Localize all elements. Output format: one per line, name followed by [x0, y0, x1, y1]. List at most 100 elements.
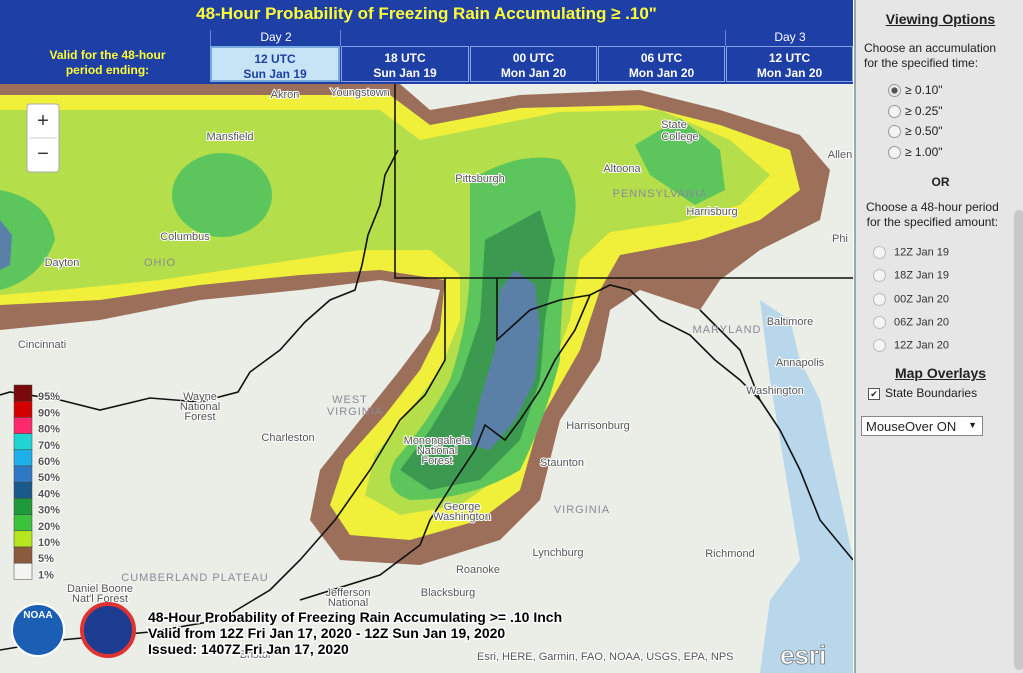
amount-radio[interactable]: ≥ 0.10"	[888, 83, 943, 98]
text: MouseOver ON	[866, 419, 957, 434]
radio	[873, 292, 886, 306]
prompt: Choose a 48-hour period for the specified…	[866, 200, 999, 230]
overlay-option[interactable]: ✔ State Boundaries	[868, 386, 977, 400]
text: Valid for the 48-hour	[49, 48, 166, 62]
place-label: National	[328, 597, 368, 609]
radio	[888, 84, 901, 98]
place-label: Forest	[421, 455, 452, 467]
time-tab[interactable]: 00 UTC Mon Jan 20	[470, 46, 597, 82]
period-radio[interactable]: 06Z Jan 20	[873, 315, 949, 329]
legend-label: 80%	[38, 424, 60, 436]
period-radio[interactable]: 12Z Jan 19	[873, 246, 949, 259]
radio	[888, 125, 901, 139]
text: ≥ 0.25"	[905, 103, 943, 118]
period-radio[interactable]: 00Z Jan 20	[873, 292, 949, 306]
period-radio[interactable]: 12Z Jan 20	[873, 339, 950, 353]
legend-label: 60%	[38, 456, 60, 468]
tab-date: Mon Jan 20	[500, 66, 567, 80]
place-label: Phi	[832, 233, 848, 245]
place-label: VIRGINIA	[554, 504, 610, 516]
text: ≥ 1.00"	[905, 144, 943, 159]
place-label: Harrisburg	[686, 206, 737, 218]
amount-radio[interactable]: ≥ 0.25"	[888, 104, 943, 118]
arrow: ▼	[968, 420, 977, 430]
radio	[888, 104, 901, 118]
place-label: Lynchburg	[533, 547, 584, 559]
place-label: Wayne	[183, 391, 217, 403]
prompt: Choose an accumulation for the specified …	[864, 41, 996, 71]
zoom-out[interactable]: −	[37, 143, 49, 165]
legend-label: 90%	[38, 407, 60, 419]
place-label: State	[661, 119, 687, 131]
title: 48-Hour Probability of Freezing Rain Acc…	[196, 4, 657, 23]
text: 12Z Jan 19	[894, 246, 950, 259]
legend-label: 5%	[38, 553, 54, 565]
scrollbar[interactable]	[1014, 210, 1023, 670]
legend-swatch	[13, 449, 33, 467]
select[interactable]: MouseOver ON ▼	[861, 416, 983, 436]
contour-20	[172, 153, 272, 237]
legend-swatch	[13, 417, 33, 434]
text: State Boundaries	[885, 386, 978, 400]
contour-20	[0, 190, 55, 290]
boundary	[699, 309, 853, 561]
legend-label: 30%	[38, 505, 60, 517]
place-label: Richmond	[705, 548, 755, 560]
legend-swatch	[13, 546, 33, 564]
noaa-logo	[11, 603, 65, 657]
tab-date: Mon Jan 20	[756, 66, 823, 80]
place-label: Harrisonburg	[566, 420, 630, 432]
time-tab[interactable]: 06 UTC Mon Jan 20	[598, 46, 725, 82]
checkbox[interactable]: ✔	[868, 387, 880, 400]
place-label: Bristol	[240, 649, 271, 661]
legend-swatch	[13, 530, 33, 548]
day-label: Day 2	[210, 30, 341, 46]
time-tab[interactable]: 18 UTC Sun Jan 19	[341, 46, 469, 82]
legend-swatch	[13, 562, 33, 580]
place-label: Washington	[433, 511, 491, 523]
text: for the specified time:	[864, 56, 979, 70]
tab-date: Sun Jan 19	[373, 66, 437, 80]
place-label: National	[417, 445, 457, 457]
place-label: Columbus	[160, 231, 210, 243]
overlays-title: Map Overlays	[894, 365, 987, 381]
legend-label: 70%	[38, 440, 60, 452]
time-tab[interactable]: 12 UTC Sun Jan 19	[210, 46, 340, 82]
legend-label: 40%	[38, 488, 60, 500]
text: for the specified amount:	[866, 215, 999, 229]
legend-swatch	[13, 481, 33, 499]
place-label: Youngstown	[330, 87, 390, 99]
text: 18Z Jan 19	[894, 269, 950, 282]
text: ≥ 0.10"	[905, 83, 943, 97]
place-label: PENNSYLVANIA	[613, 188, 708, 200]
place-label: Forest	[184, 411, 215, 423]
legend-label: 1%	[38, 569, 54, 581]
place-label: Charleston	[261, 432, 314, 444]
esri-logo: esri	[780, 640, 826, 670]
caption: Valid from 12Z Fri Jan 17, 2020 - 12Z Su…	[148, 625, 505, 641]
legend-label: 10%	[38, 537, 60, 549]
noaa-text: NOAA	[23, 610, 52, 621]
contour-40	[0, 220, 12, 270]
place-label: VIRGINIA	[327, 406, 383, 418]
contour-40	[470, 270, 540, 450]
boundary	[299, 294, 591, 601]
place-label: Monongahela	[404, 435, 472, 447]
legend-label: 95%	[38, 391, 60, 403]
boundary	[496, 278, 761, 401]
radio	[873, 269, 886, 283]
legend-swatch	[13, 465, 33, 483]
caption: 48-Hour Probability of Freezing Rain Acc…	[148, 609, 562, 625]
zoom-control[interactable]: + −	[26, 103, 60, 173]
amount-radio[interactable]: ≥ 0.50"	[888, 124, 943, 139]
zoom-in[interactable]: +	[37, 110, 49, 132]
period-radio[interactable]: 18Z Jan 19	[873, 269, 950, 283]
text: Choose an accumulation	[864, 41, 997, 55]
text: 12Z Jan 20	[894, 339, 950, 352]
day-spacer	[340, 30, 726, 46]
place-label: Daniel Boone	[67, 583, 133, 595]
attribution: Esri, HERE, Garmin, FAO, NOAA, USGS, EPA…	[477, 651, 734, 663]
time-tab[interactable]: 12 UTC Mon Jan 20	[726, 46, 853, 82]
amount-radio[interactable]: ≥ 1.00"	[888, 145, 943, 159]
